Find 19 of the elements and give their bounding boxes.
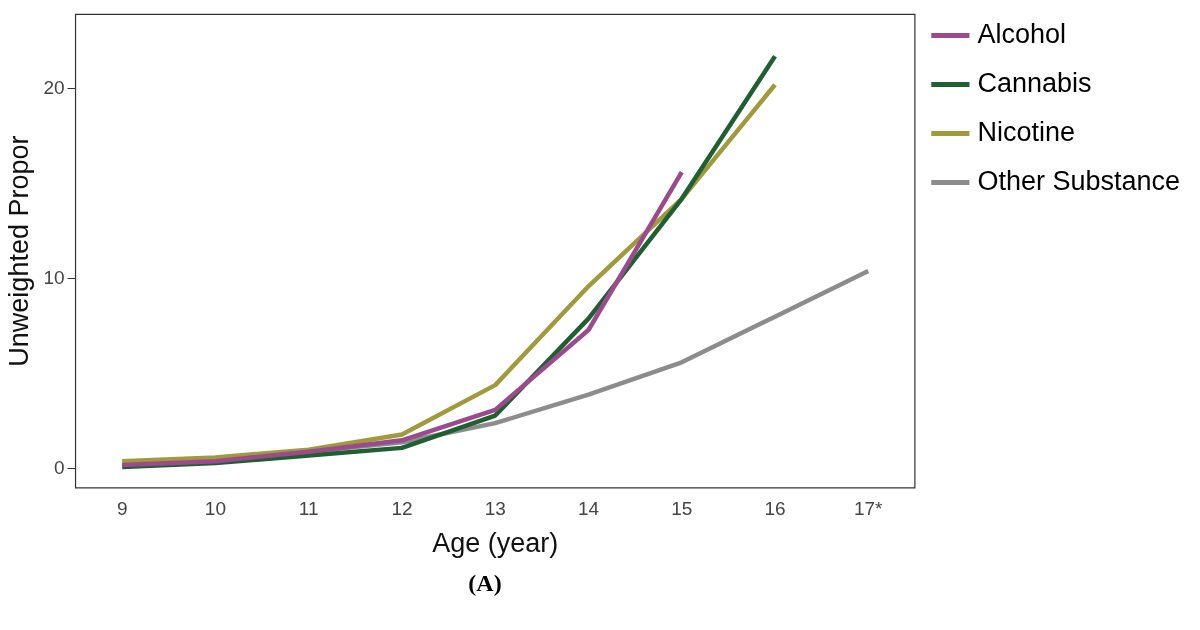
- text: (A): [467, 570, 503, 597]
- y-axis-title: Unweighted Propor: [3, 135, 34, 367]
- x-tick-label: 10: [204, 498, 226, 520]
- x-axis-title: Age (year): [432, 528, 559, 559]
- legend-label: Nicotine: [977, 116, 1075, 147]
- legend-label: Alcohol: [977, 18, 1066, 49]
- legend-label: Other Substance: [977, 165, 1181, 196]
- x-tick-label: 17*: [853, 498, 884, 520]
- y-tick-label: 0: [53, 457, 65, 479]
- x-tick-label: 9: [116, 498, 128, 520]
- x-tick-label: 16: [764, 498, 786, 520]
- y-tick-label: 20: [43, 76, 65, 98]
- x-tick-label: 15: [671, 498, 693, 520]
- y-tick-label: 10: [43, 266, 65, 288]
- x-tick-label: 13: [484, 498, 506, 520]
- x-tick-label: 14: [577, 498, 600, 520]
- legend-label: Cannabis: [977, 67, 1092, 98]
- x-tick-label: 12: [391, 498, 413, 520]
- x-tick-label: 11: [298, 498, 319, 520]
